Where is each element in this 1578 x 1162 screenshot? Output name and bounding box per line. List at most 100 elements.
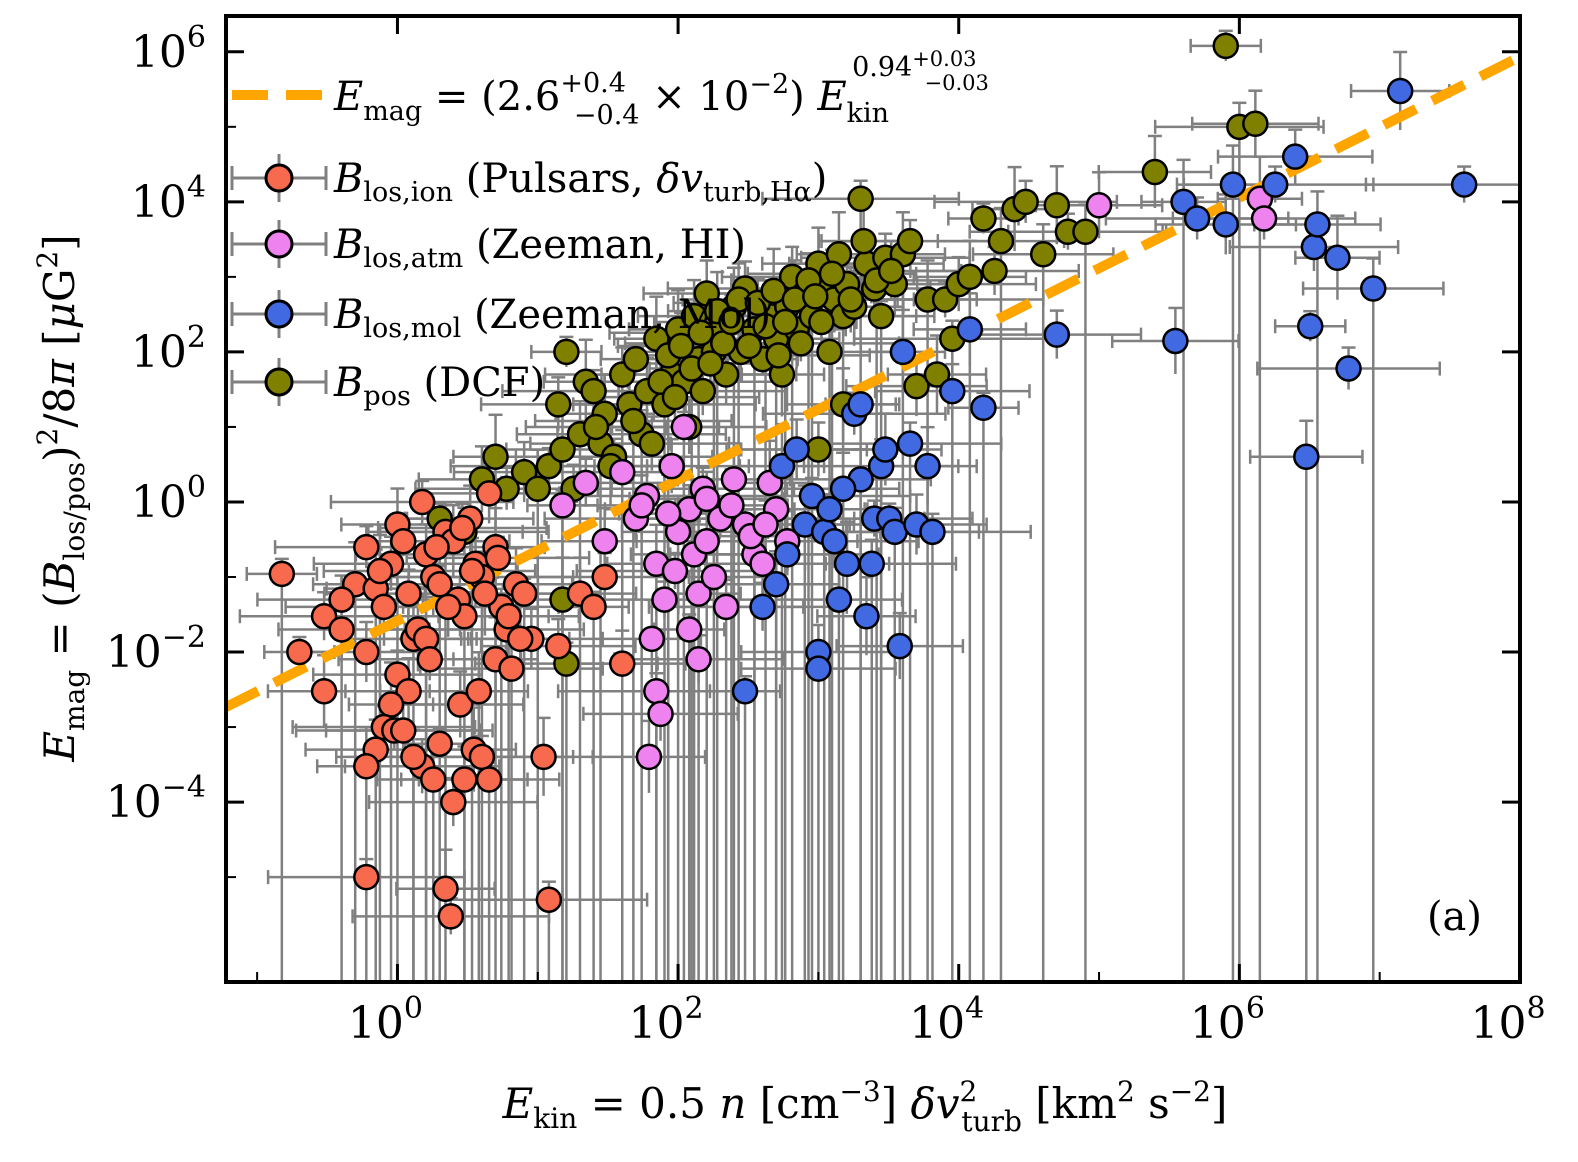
plot-frame: [224, 14, 1522, 984]
x-tick-label-base: 10: [909, 998, 965, 1049]
y-tick-label-base: 10: [131, 477, 187, 528]
point-atm: [693, 527, 720, 555]
x-tick-label-exp: 0: [404, 991, 423, 1026]
point-ion: [426, 571, 453, 598]
point-pos: [549, 436, 576, 463]
y-tick-label-base: 10: [131, 27, 187, 78]
point-atm: [700, 563, 728, 591]
point-ion: [475, 766, 503, 793]
point-mol: [914, 452, 941, 480]
point-atm: [635, 743, 663, 771]
x-tick-label-base: 10: [1190, 998, 1246, 1049]
point-pos: [667, 332, 695, 360]
point-atm: [628, 492, 655, 519]
point-mol: [847, 391, 874, 418]
point-ion: [390, 717, 417, 744]
point-pos: [802, 283, 829, 310]
point-pos: [765, 342, 792, 369]
point-ion: [426, 730, 453, 757]
legend-entry-ion: Blos,ion (Pulsars, δvturb,Hα): [230, 154, 827, 208]
point-ion: [440, 788, 467, 816]
point-mol: [1293, 443, 1320, 471]
point-ion: [530, 743, 557, 771]
point-mol: [768, 452, 796, 480]
x-tick-label: 104: [909, 991, 984, 1049]
point-ion: [366, 557, 394, 585]
point-mol: [1261, 171, 1289, 198]
y-tick-label: 10−2: [106, 620, 206, 678]
point-pos: [805, 436, 832, 463]
point-ion: [580, 593, 607, 621]
point-ion: [434, 593, 462, 621]
y-tick-label-exp: 0: [187, 470, 206, 505]
point-mol: [1296, 312, 1324, 340]
x-tick-label-exp: 6: [1246, 991, 1265, 1026]
x-tick-label-exp: 2: [685, 991, 704, 1026]
point-ion: [432, 875, 459, 902]
point-pos: [850, 227, 877, 255]
point-pos: [620, 407, 647, 435]
point-atm: [685, 646, 712, 673]
point-pos: [1212, 32, 1240, 60]
point-ion: [451, 766, 478, 793]
point-pos: [661, 383, 689, 411]
point-mol: [889, 338, 917, 366]
point-pos: [622, 345, 650, 373]
legend-marker-atm: [264, 229, 294, 259]
point-ion: [498, 655, 525, 682]
point-mol: [1043, 321, 1071, 348]
x-tick-label: 108: [1470, 991, 1545, 1049]
point-pos: [697, 350, 724, 377]
point-pos: [689, 377, 717, 405]
point-mol: [1386, 77, 1414, 105]
x-tick-label-exp: 8: [1526, 991, 1545, 1026]
point-ion: [484, 544, 512, 572]
y-tick-label-base: 10: [131, 177, 187, 228]
point-pos: [847, 185, 874, 212]
point-mol: [1324, 244, 1351, 271]
legend-label-atm: Blos,atm (Zeeman, HI): [333, 222, 746, 274]
y-tick-label: 100: [131, 470, 206, 528]
y-tick-label: 102: [131, 320, 206, 378]
point-pos: [903, 372, 930, 400]
point-pos: [524, 475, 552, 503]
y-tick-label-exp: 4: [187, 170, 206, 205]
point-pos: [582, 413, 610, 441]
point-pos: [545, 391, 572, 418]
point-ion: [510, 580, 538, 607]
point-mol: [881, 518, 908, 546]
point-atm: [685, 580, 712, 607]
point-ion: [353, 753, 380, 780]
point-ion: [310, 602, 338, 630]
point-pos: [1141, 158, 1169, 186]
legend-label-pos: Bpos (DCF): [333, 360, 545, 412]
panel-label: (a): [1427, 894, 1482, 940]
point-pos: [1029, 241, 1057, 268]
point-mol: [805, 655, 832, 682]
point-mol: [749, 593, 776, 621]
y-tick-label: 104: [131, 170, 206, 228]
point-ion: [471, 580, 499, 607]
point-mol: [1162, 327, 1189, 355]
y-axis-label: Emag = (Blos/pos)2/8π [μG2]: [31, 234, 91, 762]
point-mol: [1335, 355, 1362, 382]
point-atm: [643, 678, 670, 705]
point-ion: [416, 646, 444, 673]
y-tick-label-base: 10: [106, 777, 162, 828]
point-mol: [1360, 275, 1387, 302]
y-tick-label-base: 10: [131, 327, 187, 378]
point-mol: [1304, 211, 1331, 238]
point-ion: [458, 557, 486, 585]
point-mol: [970, 394, 997, 422]
data-points: [268, 32, 1478, 930]
point-ion: [400, 743, 427, 771]
point-pos: [1012, 188, 1039, 216]
point-pos: [1242, 110, 1269, 137]
point-atm: [549, 492, 576, 519]
point-ion: [468, 743, 496, 771]
point-atm: [608, 458, 636, 486]
point-mol: [956, 316, 984, 343]
point-mol: [939, 377, 966, 405]
point-pos: [981, 257, 1008, 285]
legend: Emag = (2.6+0.4 −0.4 × 10−2) Ekin0.94+0.0…: [230, 47, 989, 412]
